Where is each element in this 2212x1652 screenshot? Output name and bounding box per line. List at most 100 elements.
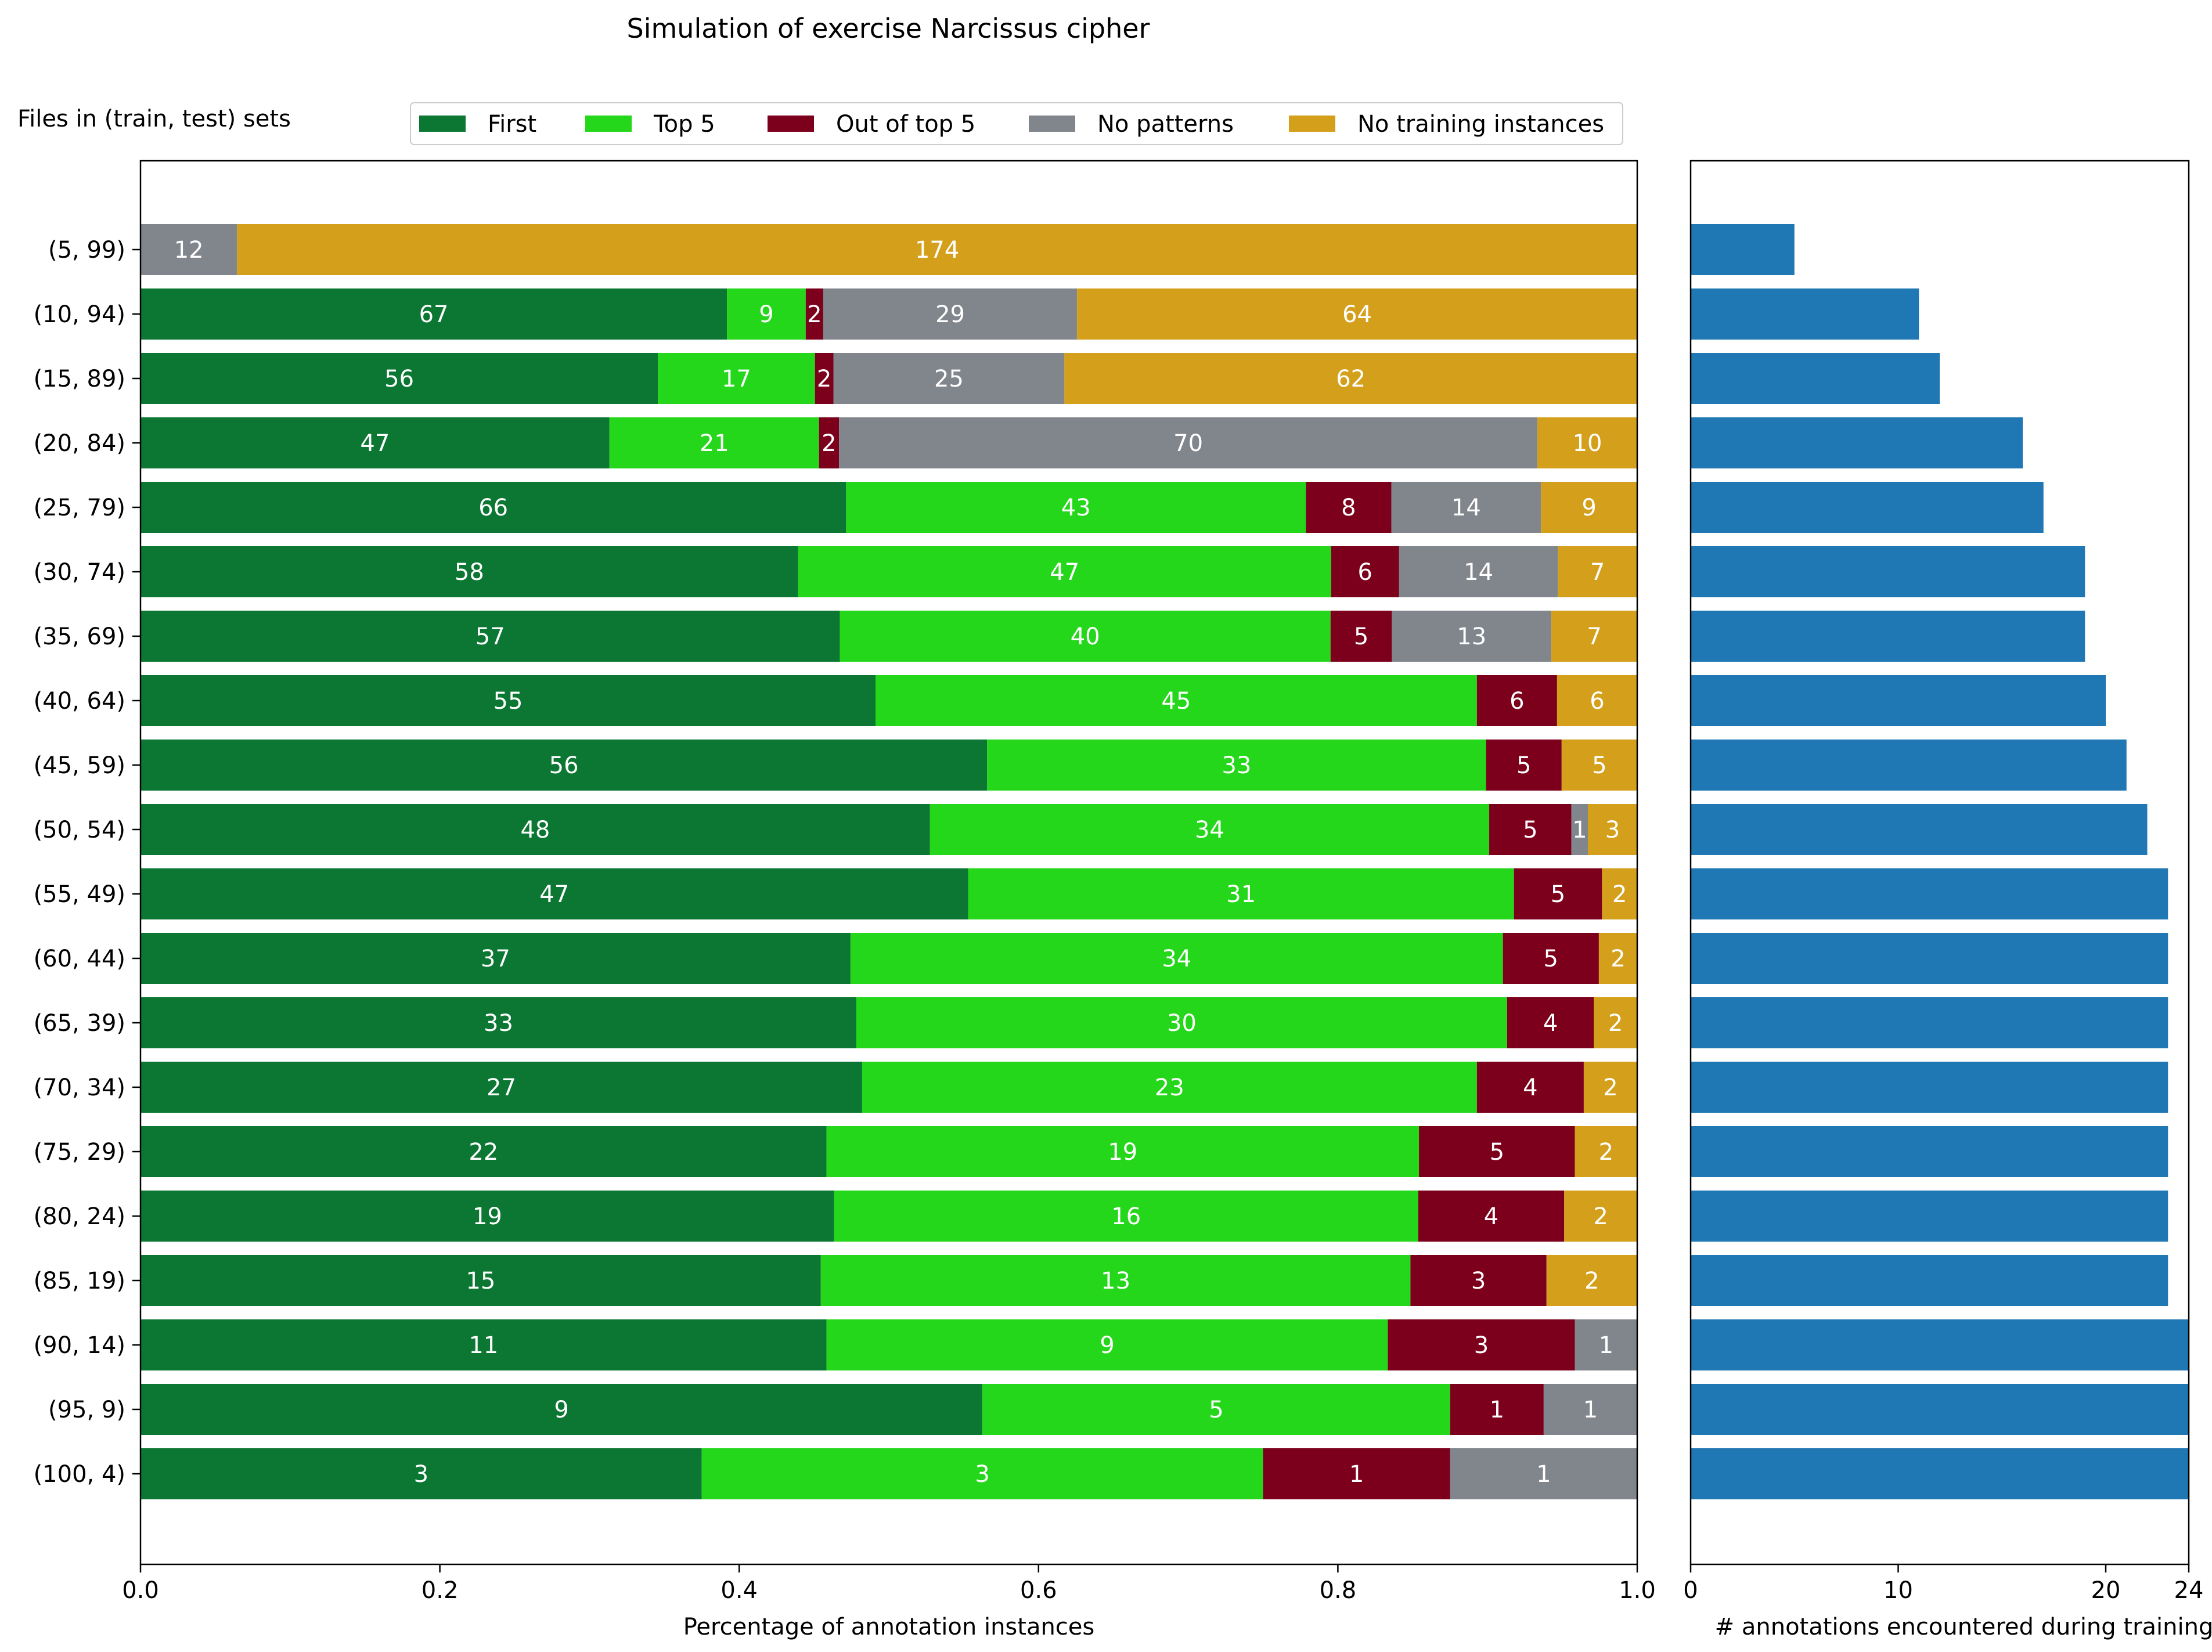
bar-value-label: 3	[414, 1461, 428, 1488]
bar-segment	[140, 224, 237, 275]
bar-value-label: 22	[469, 1139, 498, 1166]
bar-value-label: 6	[1590, 688, 1604, 715]
bar-segment	[140, 1448, 702, 1499]
bar-value-label: 174	[915, 237, 959, 264]
bar-value-label: 5	[1523, 817, 1537, 843]
bar-value-label: 3	[1474, 1332, 1489, 1359]
bar-segment	[1419, 1126, 1575, 1177]
bar-value-label: 1	[1572, 817, 1587, 843]
bar-value-label: 5	[1544, 946, 1558, 972]
bar-value-label: 43	[1061, 495, 1091, 521]
y-tick-label: (5, 99)	[48, 237, 125, 264]
y-tick-label: (40, 64)	[34, 688, 125, 715]
bar-value-label: 9	[1581, 495, 1596, 521]
bar-value-label: 11	[469, 1332, 498, 1359]
bar-value-label: 16	[1111, 1203, 1141, 1230]
bar-segment	[237, 224, 1638, 275]
bar-value-label: 15	[466, 1268, 495, 1294]
bar-value-label: 67	[419, 301, 449, 328]
bar-segment	[140, 1191, 834, 1242]
bar-segment	[826, 1126, 1420, 1177]
count-bar	[1691, 611, 2085, 662]
bar-segment	[140, 482, 846, 533]
count-bar	[1691, 1191, 2168, 1242]
bar-value-label: 45	[1161, 688, 1191, 715]
y-tick-label: (30, 74)	[34, 559, 125, 586]
bar-segment	[140, 740, 988, 791]
bar-value-label: 30	[1167, 1010, 1197, 1037]
annotation-count-bar-plot: 0 10 20 24 # annotations encountered during…	[1683, 160, 2212, 1640]
legend-swatch	[585, 116, 632, 132]
bar-segment	[1602, 868, 1637, 919]
bar-value-label: 40	[1071, 623, 1100, 650]
count-bar	[1691, 997, 2168, 1048]
bar-value-label: 2	[1603, 1074, 1617, 1101]
bar-segment	[727, 288, 806, 340]
bar-value-label: 10	[1573, 430, 1602, 457]
bar-segment	[1306, 482, 1392, 533]
bar-segment	[140, 804, 930, 855]
y-tick-label: (80, 24)	[34, 1203, 125, 1230]
y-tick-label: (55, 49)	[34, 881, 125, 908]
bar-value-label: 48	[520, 817, 550, 843]
bar-segment	[1507, 997, 1594, 1048]
x-tick-label: 1.0	[1619, 1577, 1656, 1604]
stacked-bars	[140, 224, 1638, 1499]
bar-segment	[982, 1384, 1450, 1435]
count-bar	[1691, 804, 2148, 855]
count-plot-frame	[1689, 160, 2190, 1566]
bar-segment	[1546, 1255, 1637, 1306]
y-tick-label: (95, 9)	[48, 1397, 125, 1423]
bar-value-label: 33	[1222, 752, 1251, 779]
count-bar	[1691, 288, 1919, 340]
bar-value-label: 3	[1605, 817, 1620, 843]
bar-segment	[140, 1384, 983, 1435]
bar-value-label: 3	[1471, 1268, 1486, 1294]
bar-value-label: 21	[700, 430, 729, 457]
x-tick-label: 0.2	[421, 1577, 459, 1604]
bar-segment	[140, 933, 851, 984]
bar-segment	[1476, 675, 1557, 726]
bar-segment	[820, 1255, 1411, 1306]
legend-swatch	[1029, 116, 1075, 132]
bar-segment	[1537, 417, 1637, 468]
count-bar	[1691, 1126, 2168, 1177]
legend-label: No patterns	[1097, 111, 1234, 138]
legend-swatch	[768, 116, 814, 132]
bar-value-label: 47	[539, 881, 569, 908]
count-bar	[1691, 1255, 2168, 1306]
bar-segment	[1594, 997, 1637, 1048]
bar-value-label: 9	[1100, 1332, 1114, 1359]
bar-value-label: 27	[487, 1074, 516, 1101]
bar-segment	[805, 288, 823, 340]
count-bars	[1691, 224, 2189, 1499]
bar-segment	[609, 417, 819, 468]
bar-segment	[1571, 804, 1588, 855]
count-x-tick-label: 24	[2174, 1577, 2204, 1604]
bar-segment	[140, 1319, 827, 1370]
bar-value-label: 37	[481, 946, 510, 972]
bar-segment	[1588, 804, 1637, 855]
bar-segment	[1561, 740, 1637, 791]
bar-segment	[833, 353, 1065, 404]
bar-segment	[839, 417, 1538, 468]
bar-value-label: 70	[1173, 430, 1203, 457]
bar-segment	[1331, 546, 1399, 597]
bar-value-label: 14	[1464, 559, 1493, 586]
y-tick-label: (45, 59)	[34, 752, 125, 779]
bar-segment	[1476, 1062, 1584, 1113]
bar-value-label: 1	[1599, 1332, 1613, 1359]
bar-value-label: 5	[1551, 881, 1565, 908]
count-bar	[1691, 1448, 2189, 1499]
bar-segment	[1558, 546, 1637, 597]
bar-segment	[140, 1062, 862, 1113]
bar-segment	[834, 1191, 1418, 1242]
bar-value-label: 3	[975, 1461, 989, 1488]
x-axis-label: Percentage of annotation instances	[683, 1614, 1095, 1640]
bar-value-label: 7	[1587, 623, 1601, 650]
bar-value-label: 57	[475, 623, 505, 650]
bar-value-label: 1	[1490, 1397, 1504, 1423]
count-bar	[1691, 868, 2168, 919]
bar-value-label: 14	[1451, 495, 1481, 521]
